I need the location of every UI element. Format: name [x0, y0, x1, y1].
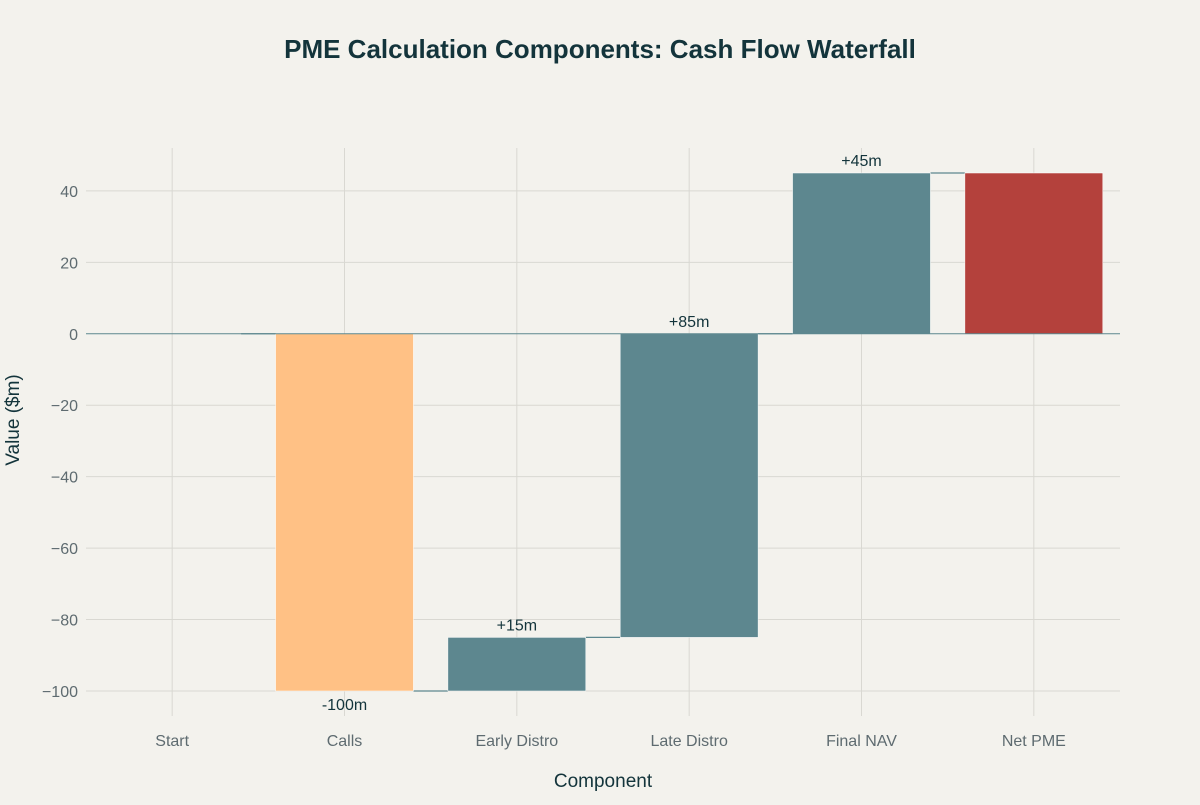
- y-tick-label: −80: [51, 613, 78, 630]
- waterfall-bar: [964, 172, 1104, 335]
- y-tick-label: 20: [60, 255, 78, 272]
- y-tick-label: −100: [42, 684, 78, 701]
- x-tick-label: Early Distro: [475, 733, 558, 750]
- waterfall-bar: [275, 333, 414, 692]
- y-tick-label: −40: [51, 470, 78, 487]
- axis-layer: 40 20 0 −20 −40 −60 −80 −100 Start Calls Early Dis…: [42, 184, 1120, 750]
- y-tick-label: 0: [69, 327, 78, 344]
- y-tick-label: −20: [51, 398, 78, 415]
- x-axis-title: Component: [554, 771, 653, 792]
- data-label: +85m: [669, 314, 709, 331]
- y-tick-label: −60: [51, 541, 78, 558]
- bar-layer: [275, 172, 1104, 692]
- x-tick-label: Start: [155, 733, 189, 750]
- data-label-layer: -100m +15m +85m +45m: [322, 153, 882, 714]
- waterfall-bar: [619, 333, 759, 638]
- data-label: +15m: [497, 617, 537, 634]
- y-axis-title: Value ($m): [3, 374, 24, 466]
- data-label: -100m: [322, 697, 367, 714]
- x-tick-label: Late Distro: [650, 733, 727, 750]
- x-tick-label: Net PME: [1002, 733, 1066, 750]
- x-tick-label: Final NAV: [826, 733, 897, 750]
- waterfall-bar: [792, 172, 931, 335]
- x-tick-label: Calls: [327, 733, 363, 750]
- chart-title: PME Calculation Components: Cash Flow Wa…: [284, 34, 916, 64]
- data-label: +45m: [841, 153, 881, 170]
- waterfall-bar: [447, 637, 587, 692]
- y-tick-label: 40: [60, 184, 78, 201]
